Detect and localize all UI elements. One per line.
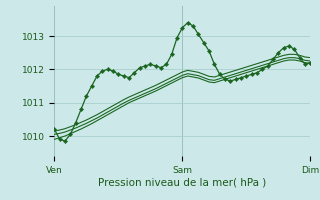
X-axis label: Pression niveau de la mer( hPa ): Pression niveau de la mer( hPa ) xyxy=(98,178,267,188)
